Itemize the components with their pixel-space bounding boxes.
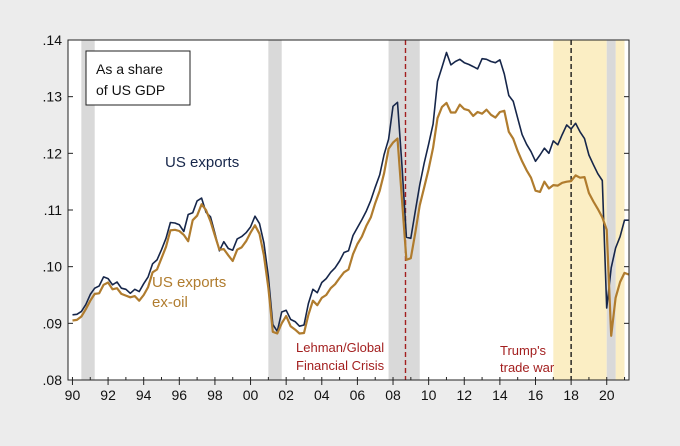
recession-bar-0 (81, 40, 95, 380)
y-tick-label: .14 (43, 32, 63, 48)
series-layer (72, 51, 630, 337)
series-label-ex-oil-line-2: ex-oil (152, 294, 188, 311)
series-label-us-exports: US exports (165, 154, 239, 171)
recession-bar-1 (268, 40, 282, 380)
event-label-lehman-line-1: Lehman/Global (296, 340, 384, 355)
x-tick-label: 16 (528, 387, 544, 403)
x-tick-label: 98 (207, 387, 223, 403)
y-tick-label: .09 (43, 315, 63, 331)
recession-bar-3 (606, 40, 616, 380)
x-tick-label: 96 (172, 387, 188, 403)
x-tick-label: 90 (65, 387, 81, 403)
event-label-trade-war-line-1: Trump's (500, 343, 547, 358)
series-label-ex-oil-line-1: US exports (152, 274, 226, 291)
y-tick-label: .13 (43, 89, 63, 105)
x-tick-label: 10 (421, 387, 437, 403)
x-tick-label: 02 (278, 387, 294, 403)
x-tick-label: 08 (385, 387, 401, 403)
event-label-trade-war-line-2: trade war (500, 360, 555, 375)
y-tick-label: .11 (44, 202, 63, 218)
axis-layer: .08 .09 .10 .11 .12 .13 .14 90 92 94 96 98 00 02 04 06 0… (43, 32, 629, 403)
x-tick-label: 00 (243, 387, 259, 403)
series-line-us-exports-ex-oil (72, 101, 630, 337)
y-tick-label: .10 (43, 259, 63, 275)
legend-box-line-2: of US GDP (96, 82, 165, 98)
trade-war-shading-1 (615, 40, 625, 380)
x-tick-label: 94 (136, 387, 152, 403)
x-tick-label: 20 (599, 387, 615, 403)
x-tick-label: 12 (456, 387, 472, 403)
x-tick-label: 18 (563, 387, 579, 403)
legend-box-frame (85, 50, 191, 106)
legend-box: As a share of US GDP (85, 50, 191, 106)
x-tick-label: 14 (492, 387, 508, 403)
event-label-lehman-line-2: Financial Crisis (296, 358, 385, 373)
y-tick-label: .12 (43, 145, 63, 161)
x-tick-label: 06 (350, 387, 366, 403)
x-tick-label: 92 (100, 387, 116, 403)
x-tick-label: 04 (314, 387, 330, 403)
y-tick-label: .08 (43, 372, 63, 388)
legend-box-line-1: As a share (96, 61, 163, 77)
series-line-us-exports (72, 51, 629, 333)
